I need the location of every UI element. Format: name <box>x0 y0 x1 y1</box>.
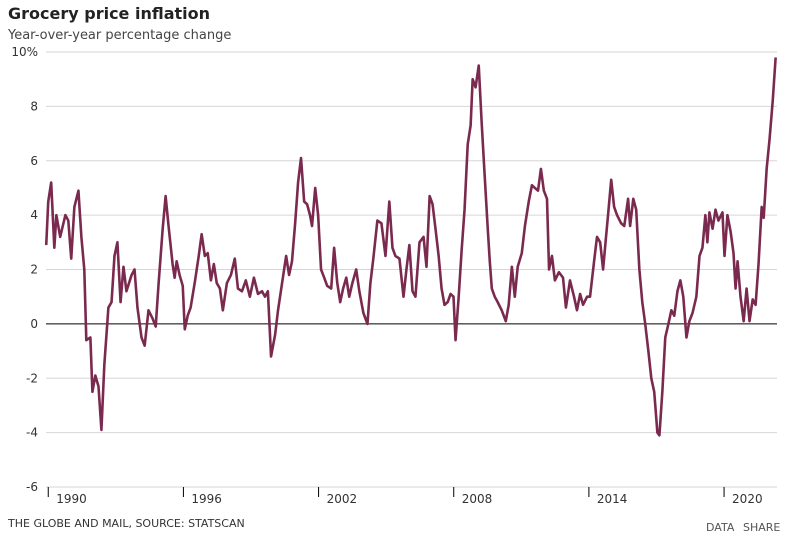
line <box>44 57 777 437</box>
x-tick-label: 1990 <box>56 492 87 506</box>
y-tick-label: 0 <box>30 317 38 331</box>
chart-title: Grocery price inflation <box>8 4 210 23</box>
source: THE GLOBE AND MAIL, SOURCE: STATSCAN <box>7 517 245 530</box>
y-tick-label: 6 <box>30 154 38 168</box>
x-tick-label: 2002 <box>327 492 358 506</box>
data-button[interactable]: DATA <box>706 521 735 534</box>
chart-subtitle: Year-over-year percentage change <box>7 28 231 43</box>
y-tick-label: 2 <box>30 263 38 277</box>
y-tick-label: -4 <box>26 426 38 440</box>
y-tick-label: 8 <box>30 99 38 113</box>
x-tick-label: 1996 <box>191 492 222 506</box>
share-button[interactable]: SHARE <box>743 521 780 534</box>
y-tick-label: -6 <box>26 480 38 494</box>
y-tick-label: 10% <box>11 45 38 59</box>
x-tick-label: 2008 <box>462 492 493 506</box>
y-tick-label: 4 <box>30 208 38 222</box>
y-tick-label: -2 <box>26 371 38 385</box>
x-tick-label: 2020 <box>732 492 763 506</box>
x-tick-label: 2014 <box>597 492 628 506</box>
